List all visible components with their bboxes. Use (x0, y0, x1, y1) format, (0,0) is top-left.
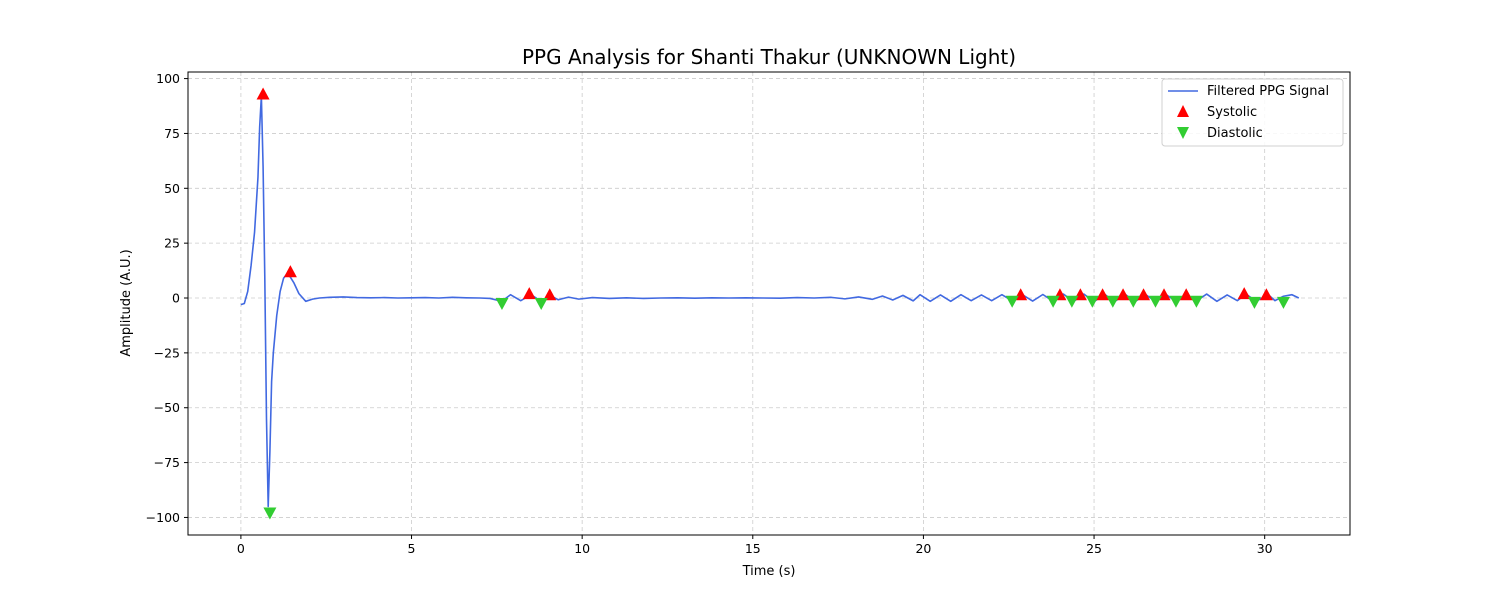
diastolic-marker (1169, 295, 1183, 308)
systolic-marker (1259, 288, 1273, 301)
systolic-marker (1116, 288, 1130, 301)
y-tick-label: −25 (154, 345, 180, 360)
legend-diastolic-swatch (1177, 127, 1189, 139)
y-tick-label: 75 (164, 126, 180, 141)
diastolic-marker (1005, 295, 1019, 308)
systolic-marker (1137, 288, 1151, 301)
diastolic-marker (263, 507, 277, 520)
y-axis-label: Amplitude (A.U.) (119, 249, 134, 356)
y-tick-label: −75 (154, 455, 180, 470)
systolic-marker (522, 287, 536, 300)
y-tick-label: 25 (164, 236, 180, 251)
y-tick-label: −100 (146, 510, 180, 525)
systolic-marker (1179, 288, 1193, 301)
legend-diastolic-label: Diastolic (1207, 126, 1263, 141)
axes-frame (187, 71, 1351, 536)
diastolic-marker (1247, 296, 1261, 309)
diastolic-marker (1189, 295, 1203, 308)
x-axis-label: Time (s) (742, 564, 796, 579)
x-tick-label: 25 (1086, 541, 1102, 556)
diastolic-marker (1148, 295, 1162, 308)
x-axis-ticks: 0 5 10 15 20 25 30 (237, 535, 1273, 556)
y-tick-label: 0 (172, 291, 180, 306)
x-tick-label: 0 (237, 541, 245, 556)
legend-box (1161, 78, 1344, 147)
diastolic-marker (1065, 295, 1079, 308)
diastolic-marker (495, 297, 509, 310)
systolic-marker (1096, 288, 1110, 301)
diastolic-markers (263, 295, 1290, 520)
systolic-marker (256, 87, 270, 100)
x-tick-label: 15 (745, 541, 761, 556)
legend-systolic-label: Systolic (1207, 105, 1257, 120)
x-tick-label: 5 (408, 541, 416, 556)
systolic-marker (283, 265, 297, 278)
y-tick-label: 100 (156, 71, 180, 86)
diastolic-marker (1126, 295, 1140, 308)
filtered-ppg-signal-line (240, 95, 1300, 508)
diastolic-marker (1276, 296, 1290, 309)
systolic-marker (1237, 287, 1251, 300)
y-tick-label: −50 (154, 400, 180, 415)
legend-systolic-swatch (1177, 105, 1189, 117)
diastolic-marker (1046, 295, 1060, 308)
x-tick-label: 20 (915, 541, 931, 556)
x-tick-label: 10 (574, 541, 590, 556)
x-tick-label: 30 (1257, 541, 1273, 556)
systolic-markers (256, 87, 1273, 301)
chart-title: PPG Analysis for Shanti Thakur (UNKNOWN … (522, 45, 1016, 69)
legend-signal-label: Filtered PPG Signal (1207, 84, 1329, 99)
y-tick-label: 50 (164, 181, 180, 196)
diastolic-marker (1085, 295, 1099, 308)
diastolic-marker (1106, 295, 1120, 308)
plot-area (240, 87, 1300, 520)
diastolic-marker (534, 297, 548, 310)
legend: Filtered PPG Signal Systolic Diastolic (1161, 78, 1344, 147)
systolic-marker (543, 288, 557, 301)
y-axis-ticks: −100 −75 −50 −25 0 25 50 75 100 (146, 71, 188, 525)
